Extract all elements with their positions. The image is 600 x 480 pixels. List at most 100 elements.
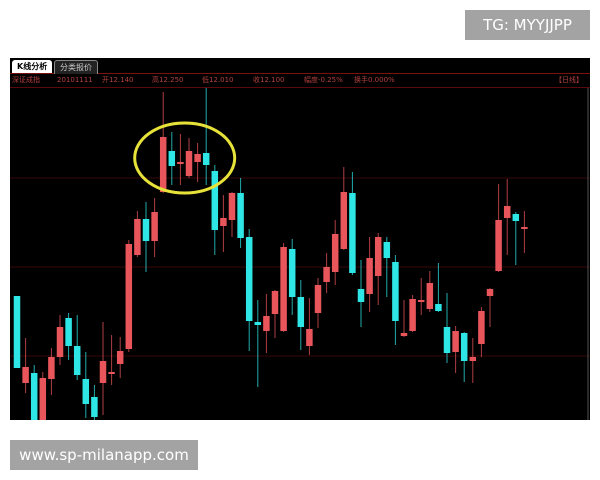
candle-up [48,348,55,395]
candle-body [392,262,399,321]
tab-kline-analysis[interactable]: K线分析 [12,60,53,73]
candle-body [159,137,167,192]
candle-body [323,267,330,282]
candle-body [263,316,270,331]
candle-down [297,280,305,350]
candle-body [254,322,262,325]
candle-body [452,331,459,352]
candle-body [486,289,494,296]
candle-body [521,227,528,229]
candle-body [56,327,64,357]
candle-down [357,260,365,327]
tab-category-quotes[interactable]: 分类报价 [54,60,98,74]
candle-body [108,372,115,374]
period-selector[interactable]: 【日线】 [555,76,583,84]
date-value: 20101111 [57,76,93,84]
candle-body [177,162,184,164]
candle-body [443,327,451,353]
candle-up [194,143,201,182]
candle-up [39,372,47,420]
candle-body [495,220,502,271]
candle-body [460,333,468,361]
kline-panel: K线分析 分类报价 深证成指 20101111 开12.140 高12.250 … [10,58,590,420]
candle-down [73,315,81,380]
candle-down [202,88,210,185]
candle-body [297,297,305,327]
candle-body [116,351,124,364]
candle-down [211,165,219,255]
watermark-bottom: www.sp-milanapp.com [10,440,198,470]
highlight-ellipse [133,121,237,195]
candle-up [486,288,494,327]
candle-body [185,151,193,176]
turnover-value: 换手0.000% [354,76,395,84]
candle-down [168,132,176,185]
candle-down [142,202,150,272]
candle-up [228,192,236,237]
candle-body [91,397,98,417]
candle-up [271,290,279,338]
candle-body [48,357,55,379]
candle-down [245,229,253,351]
candle-body [271,291,279,314]
candle-up [495,184,502,272]
candle-up [220,195,227,252]
candle-down [512,212,520,265]
candle-body [435,304,442,311]
candle-down [460,332,468,382]
candle-up [340,167,348,250]
candle-up [22,338,29,393]
candle-up [280,243,287,332]
change-value: 幅度-0.25% [304,76,343,84]
candle-body [340,192,348,249]
candle-up [400,300,408,337]
candle-body [99,361,107,383]
candle-up [134,211,141,257]
watermark-top: TG: MYYJJPP [465,10,590,40]
candle-body [82,379,90,404]
candle-body [349,193,356,273]
high-value: 高12.250 [152,76,184,84]
candle-up [469,338,477,383]
candle-body [39,378,47,420]
candle-down [383,237,391,297]
candle-body [417,300,425,302]
candle-down [435,263,442,312]
candle-body [478,311,485,344]
candle-down [82,352,90,418]
candle-up [478,307,485,357]
index-name: 深证成指 [12,76,40,84]
candle-body [13,296,21,368]
candle-body [134,219,141,255]
candle-up [99,322,107,415]
candle-body [65,318,72,346]
candle-up [116,337,124,378]
candle-body [314,285,322,313]
candle-body [306,329,313,346]
candle-down [237,178,244,248]
candle-body [469,357,477,361]
candle-body [280,247,287,331]
candle-up [177,134,184,185]
candle-up [331,220,339,285]
low-value: 低12.010 [202,76,234,84]
candle-down [288,239,296,315]
candle-down [443,293,451,363]
candle-up [108,335,115,385]
candle-up [452,326,459,373]
candle-body [288,249,296,297]
candle-body [151,212,158,241]
candle-up [263,294,270,353]
candle-body [383,242,391,258]
info-bar: 深证成指 20101111 开12.140 高12.250 低12.010 收1… [10,74,590,88]
open-value: 开12.140 [102,76,134,84]
candle-down [30,365,38,420]
candle-body [194,154,201,162]
candle-up [56,315,64,365]
candle-up [417,278,425,315]
candle-down [254,300,262,387]
candle-up [503,179,511,255]
candle-body [237,193,244,238]
candle-up [521,211,528,253]
candle-body [503,206,511,218]
